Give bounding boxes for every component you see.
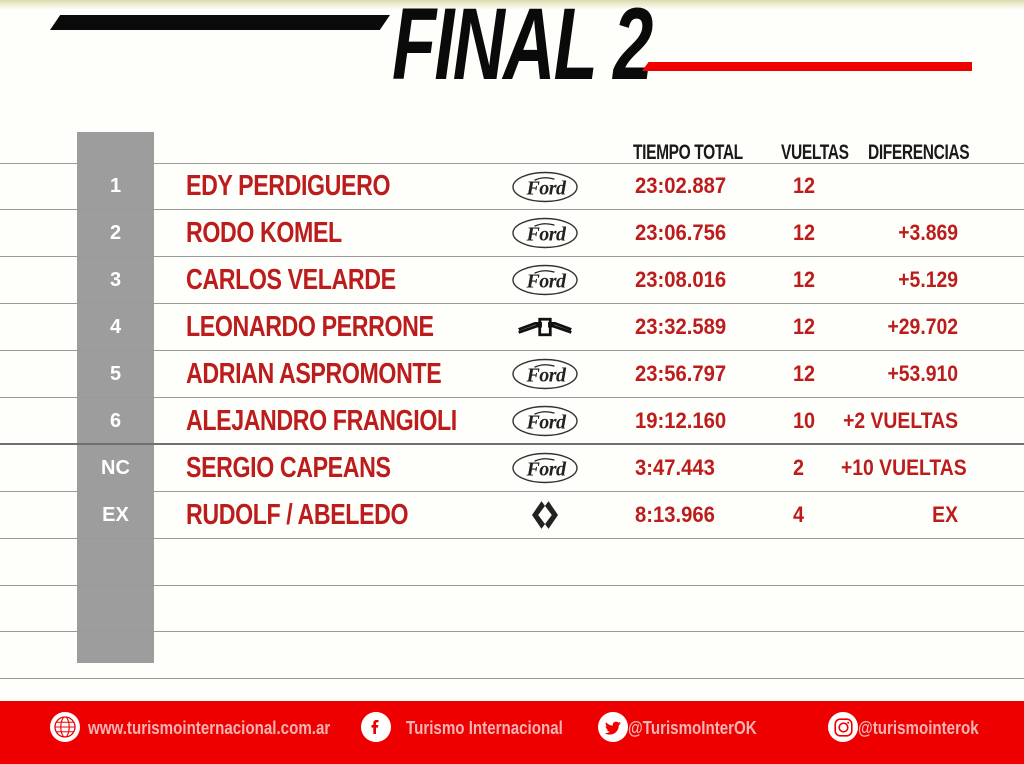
svg-text:Ford: Ford	[525, 177, 567, 199]
svg-text:Ford: Ford	[525, 412, 567, 434]
svg-text:Ford: Ford	[525, 459, 567, 481]
svg-text:Ford: Ford	[525, 224, 567, 246]
svg-text:Ford: Ford	[525, 271, 567, 293]
svg-text:Ford: Ford	[525, 365, 567, 387]
